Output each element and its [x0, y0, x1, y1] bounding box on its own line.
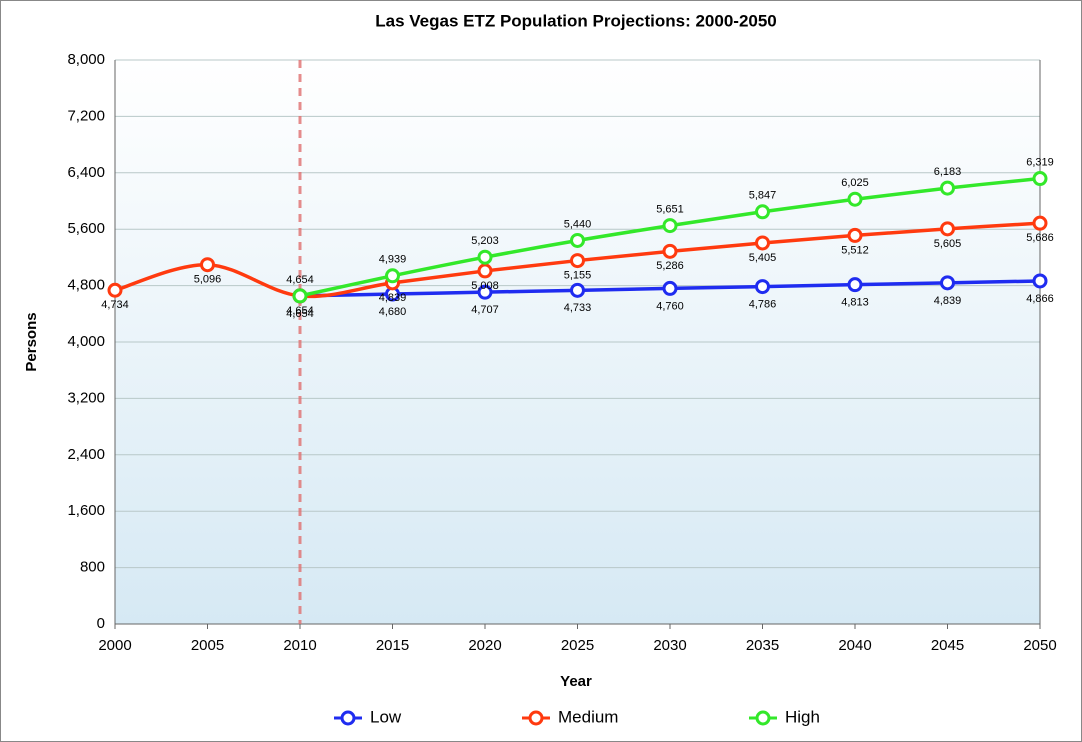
- y-axis-title: Persons: [23, 312, 40, 371]
- value-label: 5,405: [749, 252, 777, 264]
- value-label: 5,605: [934, 238, 962, 250]
- point: [477, 263, 493, 279]
- point: [662, 280, 678, 296]
- x-tick-label: 2025: [561, 637, 594, 654]
- x-tick-label: 2005: [191, 637, 224, 654]
- point: [200, 257, 215, 273]
- y-tick-label: 4,800: [67, 277, 105, 294]
- value-label: 5,847: [749, 190, 777, 202]
- point: [940, 180, 955, 196]
- x-tick-label: 2015: [376, 637, 409, 654]
- value-label: 5,096: [194, 274, 222, 286]
- point: [847, 277, 863, 293]
- legend-label: Medium: [558, 707, 618, 726]
- legend-label: Low: [370, 707, 402, 726]
- legend-marker: [340, 710, 356, 726]
- y-tick-label: 6,400: [67, 164, 105, 181]
- value-label: 6,025: [841, 177, 869, 189]
- y-tick-label: 7,200: [67, 107, 105, 124]
- value-label: 4,866: [1026, 293, 1054, 305]
- value-label: 4,654: [286, 305, 314, 317]
- y-tick-label: 8,000: [67, 51, 105, 68]
- value-label: 5,686: [1026, 232, 1054, 244]
- point: [662, 243, 678, 259]
- value-label: 4,939: [379, 254, 407, 266]
- value-label: 4,734: [101, 299, 129, 311]
- y-tick-label: 4,000: [67, 333, 105, 350]
- value-label: 5,512: [841, 244, 869, 256]
- point: [1032, 273, 1048, 289]
- x-tick-label: 2030: [653, 637, 686, 654]
- value-label: 4,760: [656, 300, 684, 312]
- value-label: 6,183: [934, 166, 962, 178]
- point: [477, 249, 493, 265]
- point: [1032, 215, 1048, 231]
- point: [477, 284, 493, 300]
- value-label: 5,008: [471, 280, 499, 292]
- point: [940, 221, 955, 237]
- value-label: 4,813: [841, 297, 869, 309]
- value-label: 4,786: [749, 298, 777, 310]
- legend-marker: [755, 710, 771, 726]
- value-label: 5,286: [656, 260, 684, 272]
- x-tick-label: 2035: [746, 637, 779, 654]
- value-label: 4,733: [564, 302, 592, 314]
- point: [755, 204, 770, 220]
- chart-title: Las Vegas ETZ Population Projections: 20…: [375, 11, 777, 30]
- value-label: 5,440: [564, 218, 592, 230]
- point: [292, 288, 308, 304]
- x-tick-label: 2050: [1023, 637, 1056, 654]
- y-tick-label: 0: [97, 615, 105, 632]
- y-tick-label: 2,400: [67, 446, 105, 463]
- point: [847, 227, 863, 243]
- point: [755, 235, 770, 251]
- x-tick-label: 2040: [838, 637, 871, 654]
- point: [107, 282, 123, 298]
- value-label: 4,839: [379, 292, 407, 304]
- legend-marker: [528, 710, 544, 726]
- value-label: 4,680: [379, 306, 407, 318]
- y-tick-label: 3,200: [67, 389, 105, 406]
- point: [385, 268, 400, 284]
- legend-label: High: [785, 707, 820, 726]
- x-axis-title: Year: [560, 673, 592, 690]
- point: [570, 232, 585, 248]
- value-label: 4,654: [286, 274, 314, 286]
- x-tick-label: 2020: [468, 637, 501, 654]
- y-tick-label: 800: [80, 559, 105, 576]
- point: [570, 282, 585, 298]
- x-tick-label: 2010: [283, 637, 316, 654]
- point: [662, 218, 678, 234]
- value-label: 5,203: [471, 235, 499, 247]
- point: [570, 253, 585, 269]
- x-tick-label: 2045: [931, 637, 964, 654]
- x-tick-label: 2000: [98, 637, 131, 654]
- point: [755, 279, 770, 295]
- point: [847, 191, 863, 207]
- y-tick-label: 1,600: [67, 502, 105, 519]
- value-label: 5,155: [564, 269, 592, 281]
- value-label: 4,707: [471, 304, 499, 316]
- value-label: 4,654: [286, 308, 314, 320]
- point: [1032, 171, 1048, 187]
- y-tick-label: 5,600: [67, 220, 105, 237]
- value-label: 4,839: [934, 295, 962, 307]
- point: [940, 275, 955, 291]
- value-label: 5,651: [656, 204, 684, 216]
- value-label: 6,319: [1026, 156, 1054, 168]
